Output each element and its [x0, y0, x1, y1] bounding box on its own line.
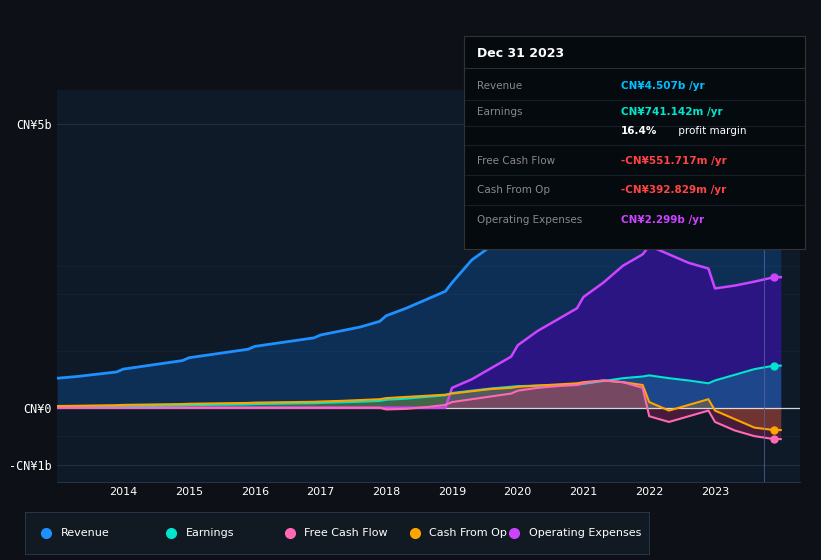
Text: Free Cash Flow: Free Cash Flow	[304, 529, 388, 538]
Text: Earnings: Earnings	[478, 106, 523, 116]
Text: Operating Expenses: Operating Expenses	[478, 215, 583, 225]
Text: CN¥741.142m /yr: CN¥741.142m /yr	[621, 106, 722, 116]
Text: Cash From Op: Cash From Op	[429, 529, 507, 538]
Text: Earnings: Earnings	[186, 529, 234, 538]
Text: Free Cash Flow: Free Cash Flow	[478, 156, 556, 166]
Text: profit margin: profit margin	[675, 126, 746, 136]
Text: Revenue: Revenue	[61, 529, 109, 538]
Text: Operating Expenses: Operating Expenses	[529, 529, 641, 538]
Text: CN¥4.507b /yr: CN¥4.507b /yr	[621, 81, 704, 91]
Text: -CN¥551.717m /yr: -CN¥551.717m /yr	[621, 156, 727, 166]
Text: Revenue: Revenue	[478, 81, 523, 91]
Text: CN¥2.299b /yr: CN¥2.299b /yr	[621, 215, 704, 225]
Text: -CN¥392.829m /yr: -CN¥392.829m /yr	[621, 185, 726, 195]
Text: Cash From Op: Cash From Op	[478, 185, 551, 195]
Text: Dec 31 2023: Dec 31 2023	[478, 47, 565, 60]
Text: 16.4%: 16.4%	[621, 126, 657, 136]
